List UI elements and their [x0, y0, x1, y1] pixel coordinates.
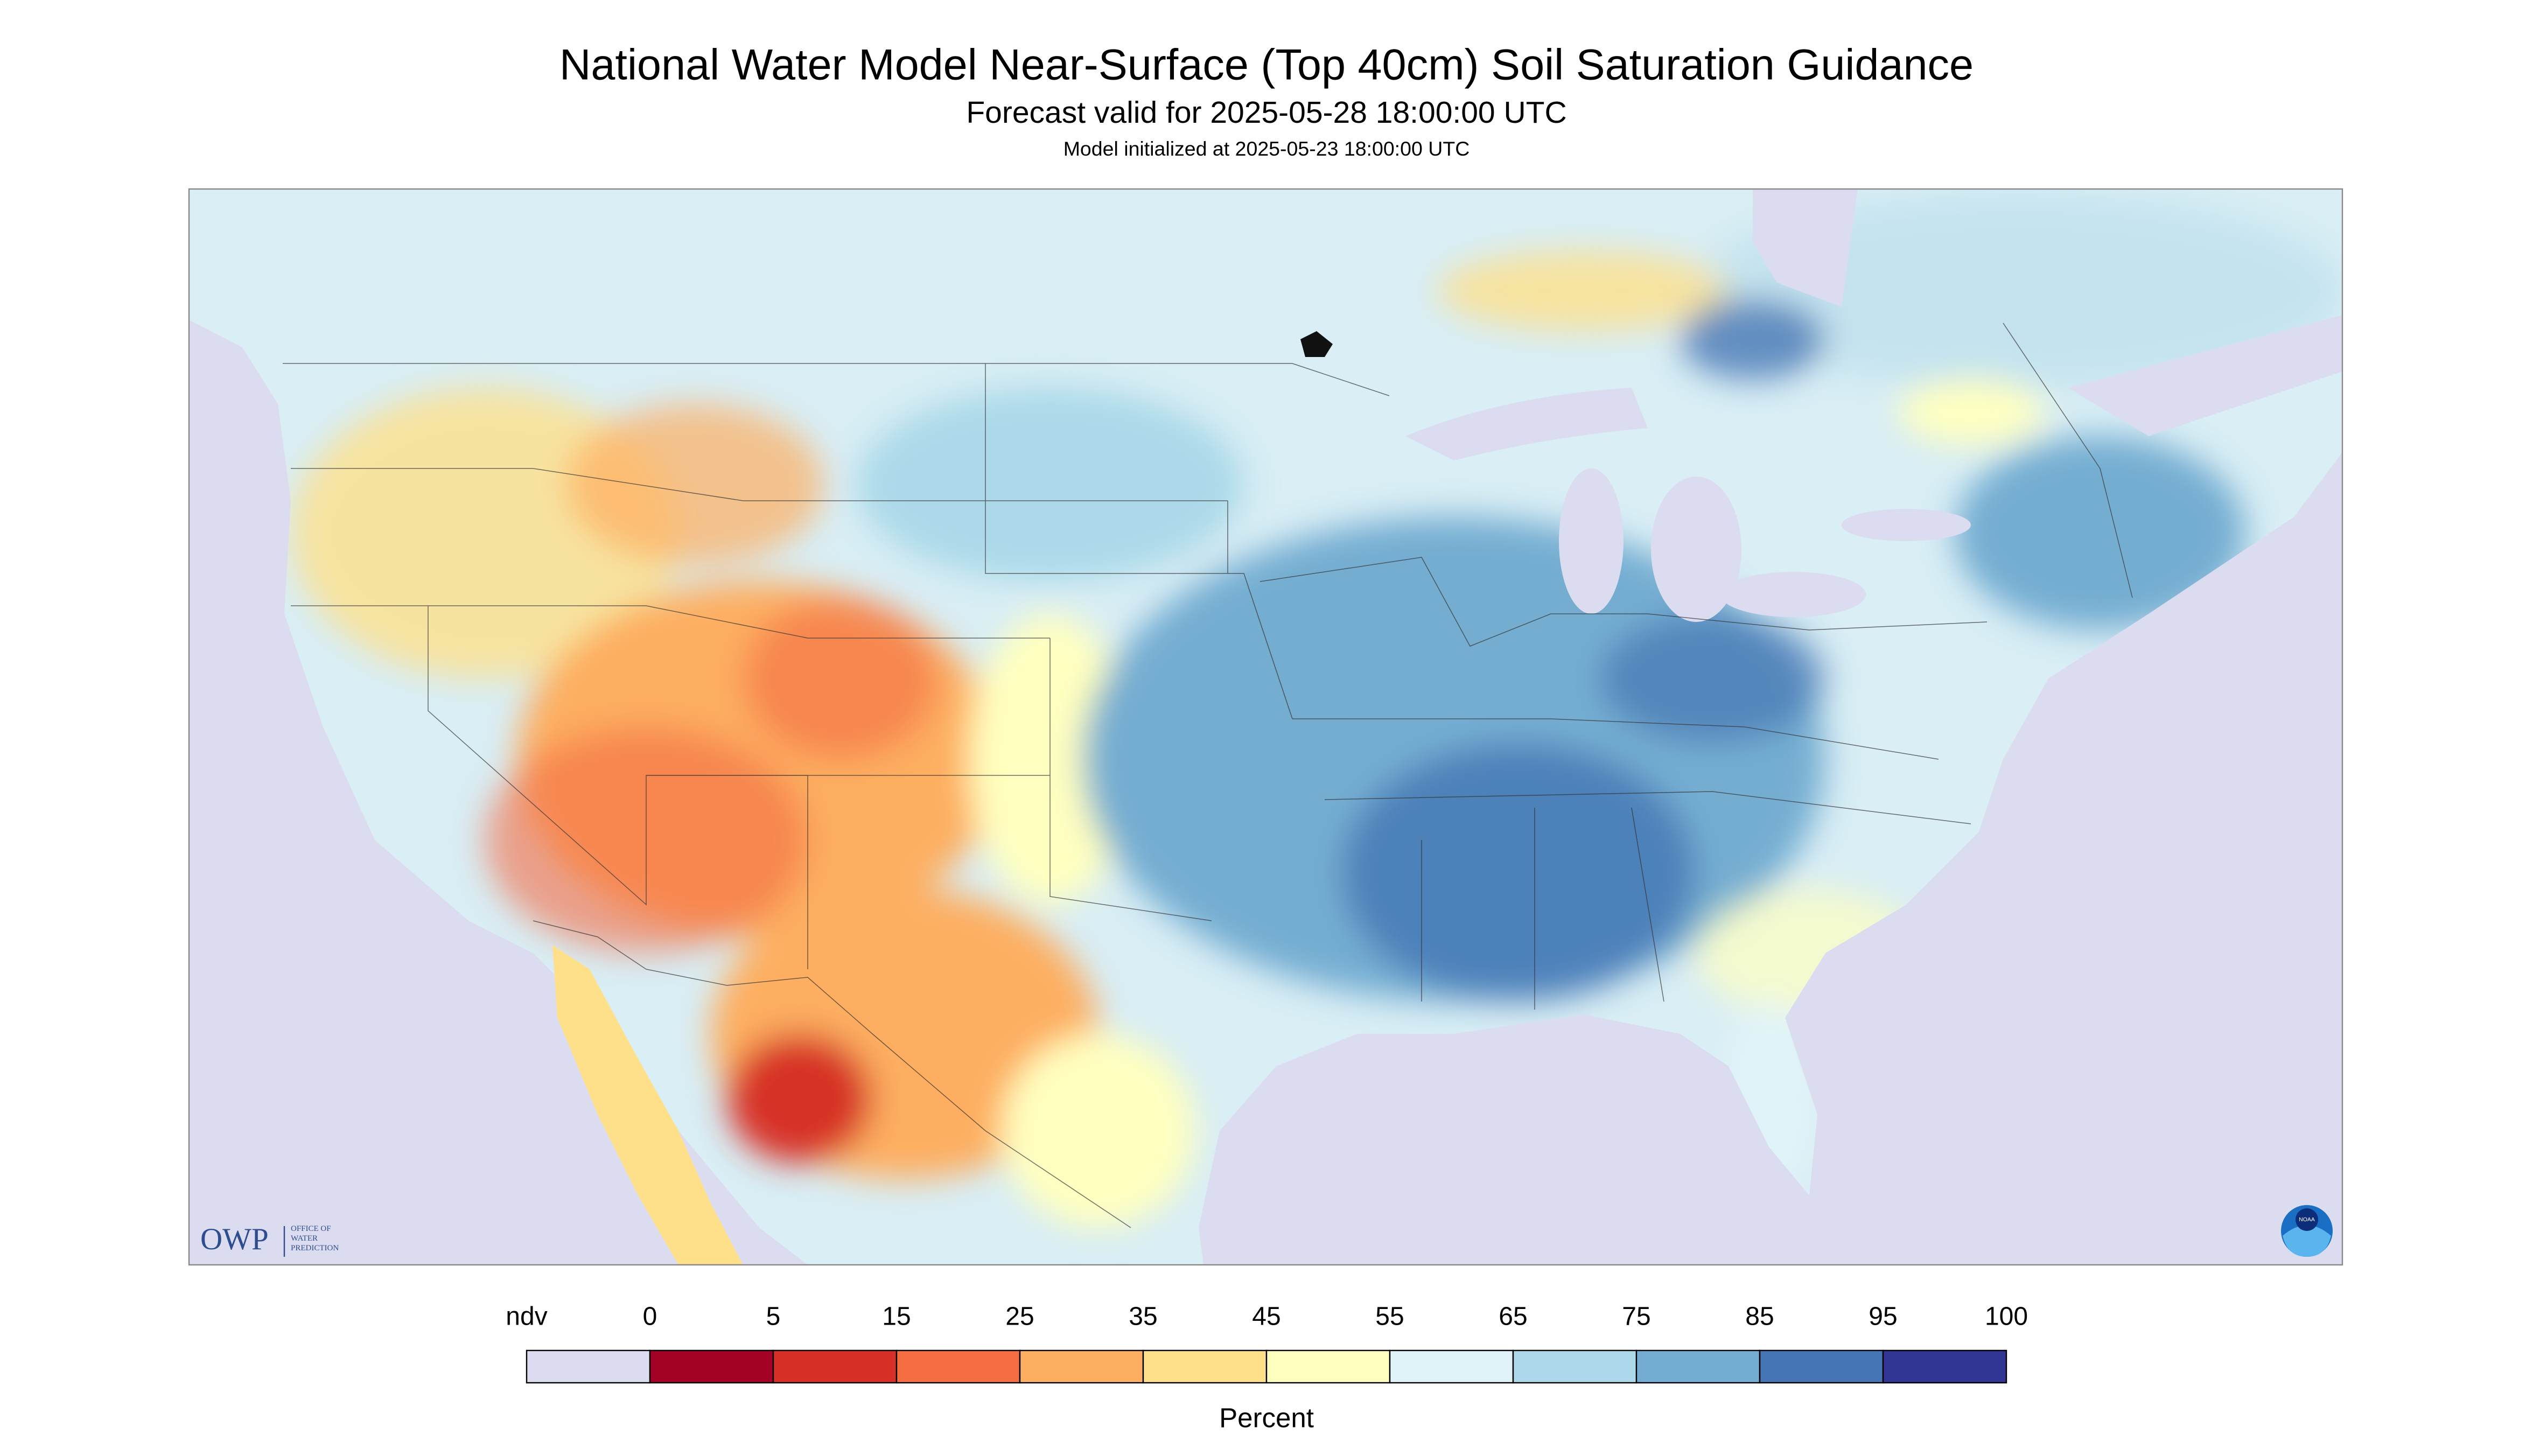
legend-label: Percent: [1219, 1402, 1314, 1433]
legend-swatch: [895, 1349, 1021, 1384]
owp-full: WATER: [291, 1234, 318, 1243]
legend-tick-label: 100: [1985, 1303, 2028, 1331]
title: National Water Model Near-Surface (Top 4…: [559, 40, 1974, 89]
legend-swatch: [1389, 1349, 1514, 1384]
lake-mark: [1300, 331, 1333, 358]
legend-tick-label: 35: [1129, 1303, 1157, 1331]
borders: [283, 323, 2133, 1228]
map-frame: [188, 188, 2343, 1266]
legend-swatch: [772, 1349, 898, 1384]
noaa-wave: [2283, 1225, 2331, 1257]
owp-text: OWP: [200, 1222, 269, 1256]
legend-swatch: [526, 1349, 651, 1384]
owp-logo: OWP OFFICE OF WATER PREDICTION: [200, 1222, 339, 1257]
no-data-areas: [189, 189, 2342, 1265]
legend-tick-label: 15: [882, 1303, 911, 1331]
noaa-inner: [2296, 1208, 2318, 1231]
legend-tick-label: 0: [643, 1303, 657, 1331]
owp-full: PREDICTION: [291, 1244, 339, 1252]
legend-swatch: [1635, 1349, 1761, 1384]
legend: ndv 0 5 15 25 35 45 55 65 75 85 95 100: [506, 1303, 2028, 1384]
legend-swatch: [649, 1349, 774, 1384]
noaa-text: NOAA: [2299, 1216, 2315, 1223]
legend-tick-label: 65: [1499, 1303, 1527, 1331]
legend-swatch: [1142, 1349, 1268, 1384]
init-note: Model initialized at 2025-05-23 18:00:00…: [1063, 137, 1470, 160]
subtitle: Forecast valid for 2025-05-28 18:00:00 U…: [966, 95, 1566, 130]
legend-tick-label: ndv: [506, 1303, 547, 1331]
legend-tick-label: 25: [1005, 1303, 1034, 1331]
noaa-logo: NOAA: [2281, 1205, 2333, 1257]
legend-tick-label: 55: [1375, 1303, 1404, 1331]
legend-swatch: [1512, 1349, 1638, 1384]
legend-tick-label: 75: [1622, 1303, 1650, 1331]
map: [189, 189, 2342, 1265]
owp-full: OFFICE OF: [291, 1224, 331, 1233]
legend-swatch: [1019, 1349, 1144, 1384]
legend-swatch: [1759, 1349, 1884, 1384]
legend-tick-label: 45: [1252, 1303, 1281, 1331]
legend-tick-label: 95: [1869, 1303, 1897, 1331]
legend-tick-label: 5: [766, 1303, 781, 1331]
legend-swatch: [1265, 1349, 1391, 1384]
legend-tick-label: 85: [1745, 1303, 1774, 1331]
legend-swatch: [1882, 1349, 2007, 1384]
